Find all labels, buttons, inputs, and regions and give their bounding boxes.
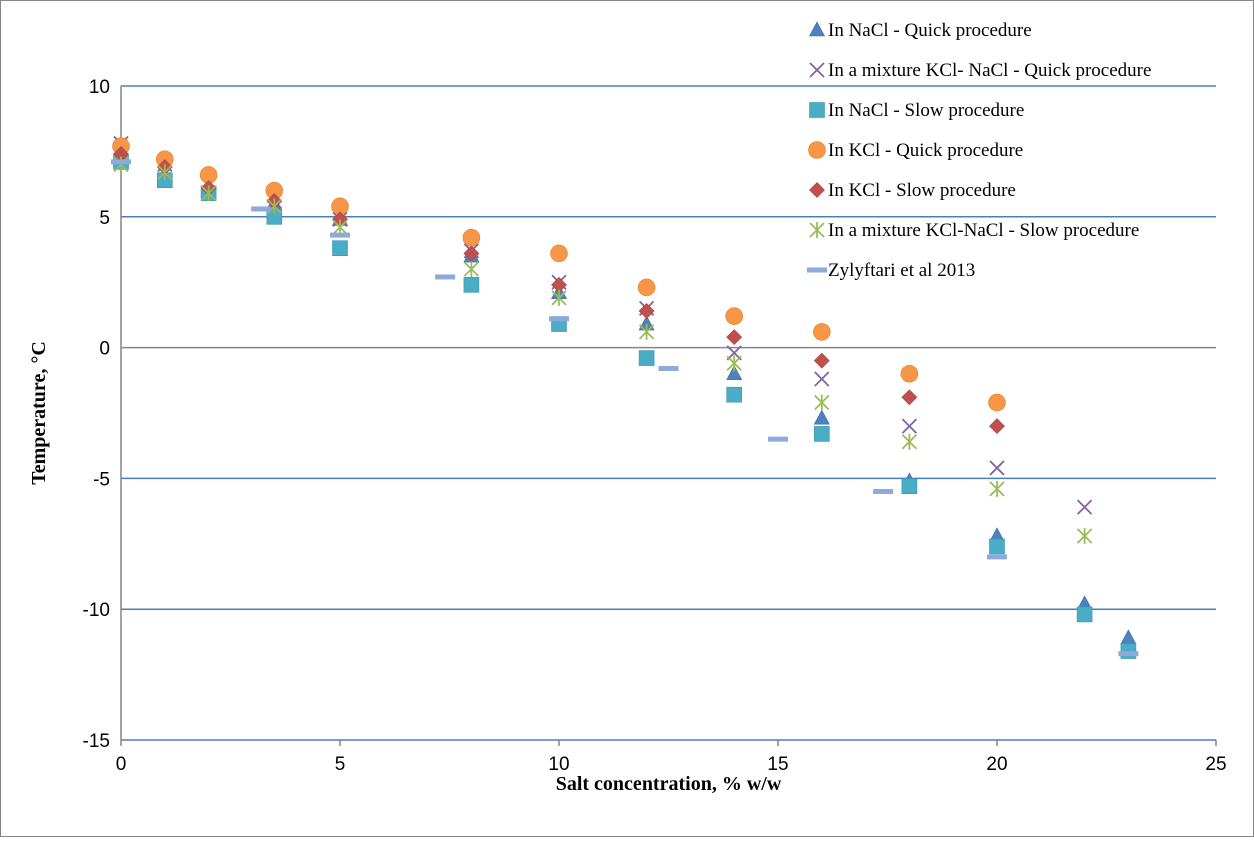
data-point-square (1076, 606, 1093, 623)
data-point-asterisk (551, 289, 567, 306)
data-point-diamond (638, 303, 655, 319)
y-tick-label: -5 (93, 469, 110, 490)
data-point-triangle (726, 365, 743, 381)
legend: In NaCl - Quick procedure In a mixture KC… (807, 20, 1151, 281)
data-point-asterisk (814, 394, 830, 411)
legend-label: In NaCl - Slow procedure (828, 100, 1024, 121)
data-point-circle (550, 244, 568, 263)
data-point-square (813, 426, 830, 442)
data-point-dash (1118, 651, 1139, 657)
data-point-x (1076, 499, 1093, 515)
y-tick-label: 5 (99, 208, 110, 229)
data-point-square (1120, 643, 1137, 659)
data-point-dash (873, 488, 894, 494)
x-tick-label: 20 (986, 754, 1007, 775)
data-point-dash (435, 274, 456, 280)
data-point-x (814, 371, 830, 387)
legend-item: In KCl - Slow procedure (809, 180, 1016, 201)
legend-label: In NaCl - Quick procedure (828, 20, 1032, 41)
x-tick-label: 10 (548, 754, 569, 775)
data-point-asterisk (989, 480, 1005, 497)
data-point-dash (987, 554, 1007, 560)
series-layer (111, 135, 1139, 659)
data-point-circle (900, 364, 919, 383)
grid-layer (121, 85, 1216, 741)
series-4 (112, 137, 1006, 412)
y-axis-title: Temperature, °C (28, 341, 50, 485)
legend-marker-asterisk (809, 222, 825, 238)
legend-marker-dash (807, 267, 827, 273)
x-tick-label: 15 (767, 754, 788, 775)
legend-marker-triangle (808, 21, 826, 37)
y-tick-label: 10 (89, 77, 110, 98)
data-point-square (989, 538, 1005, 555)
legend-marker-x (809, 62, 825, 78)
data-point-diamond (726, 329, 743, 346)
data-point-asterisk (726, 355, 742, 372)
data-point-square (463, 277, 480, 293)
legend-label: In a mixture KCl-NaCl - Slow procedure (828, 220, 1139, 241)
legend-marker-circle (808, 141, 826, 159)
legend-marker-diamond (809, 182, 825, 198)
data-point-diamond (989, 418, 1005, 435)
legend-item: In a mixture KCl-NaCl - Slow procedure (809, 220, 1139, 241)
x-tick-label: 25 (1205, 754, 1226, 775)
data-point-triangle (813, 409, 830, 425)
data-point-circle (725, 307, 744, 326)
data-point-asterisk (157, 164, 173, 181)
data-point-dash (549, 316, 569, 322)
data-point-asterisk (200, 185, 217, 202)
legend-label: In a mixture KCl- NaCl - Quick procedure (828, 60, 1151, 81)
x-tick-label: 0 (116, 754, 127, 775)
data-point-diamond (463, 245, 480, 262)
series-7 (111, 159, 1139, 657)
legend-item: In a mixture KCl- NaCl - Quick procedure (809, 60, 1151, 81)
series-6 (113, 156, 1093, 544)
data-point-x (989, 460, 1005, 476)
y-tick-label: 0 (99, 339, 110, 360)
legend-item: Zylyftari et al 2013 (807, 260, 975, 281)
legend-item: In NaCl - Slow procedure (809, 100, 1024, 121)
data-point-circle (988, 393, 1006, 412)
data-point-circle (812, 323, 831, 341)
data-point-square (638, 350, 655, 366)
data-point-asterisk (463, 261, 480, 278)
legend-label: In KCl - Quick procedure (828, 140, 1023, 161)
data-point-dash (768, 436, 788, 442)
y-tick-label: -10 (83, 600, 110, 621)
data-point-square (726, 386, 743, 403)
data-point-asterisk (1076, 527, 1093, 544)
data-point-circle (462, 228, 481, 247)
legend-item: In NaCl - Quick procedure (808, 20, 1032, 41)
axis-layer: 10 5 0 -5 -10 -15 0 5 10 15 20 25 (83, 77, 1227, 775)
legend-label: In KCl - Slow procedure (828, 180, 1016, 201)
legend-marker-square (809, 102, 825, 118)
data-point-diamond (813, 352, 830, 369)
data-point-x (901, 418, 918, 434)
x-tick-label: 5 (335, 754, 346, 775)
x-axis-title: Salt concentration, % w/w (556, 773, 782, 795)
data-point-diamond (901, 389, 918, 406)
data-point-asterisk (332, 219, 348, 236)
y-tick-label: -15 (83, 731, 110, 752)
data-point-circle (637, 278, 656, 297)
data-point-dash (251, 206, 272, 212)
data-point-dash (658, 366, 679, 372)
data-point-dash (330, 232, 350, 238)
series-5 (113, 146, 1005, 435)
legend-label: Zylyftari et al 2013 (828, 260, 975, 281)
data-point-square (901, 478, 918, 495)
data-point-square (332, 240, 348, 256)
legend-item: In KCl - Quick procedure (808, 140, 1023, 161)
data-point-asterisk (638, 323, 655, 340)
data-point-dash (111, 159, 131, 165)
data-point-asterisk (901, 433, 918, 450)
